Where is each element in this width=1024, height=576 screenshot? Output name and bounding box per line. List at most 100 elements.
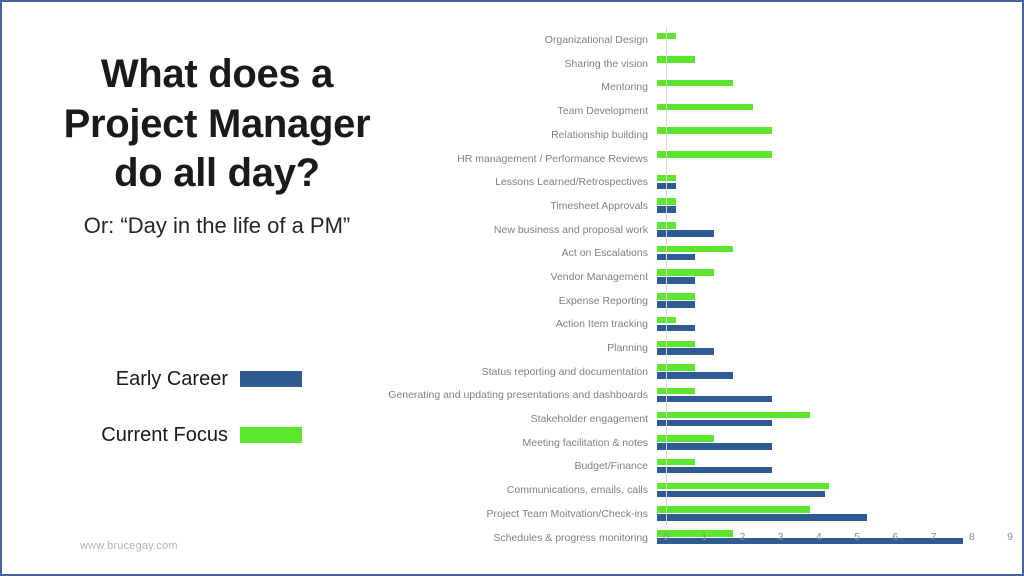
chart-bar-early-career bbox=[657, 395, 772, 403]
chart-category-row: Team Development bbox=[362, 100, 1010, 124]
chart-category-label: Team Development bbox=[557, 105, 648, 118]
chart-category-row: Lessons Learned/Retrospectives bbox=[362, 171, 1010, 195]
chart-category-row: Communications, emails, calls bbox=[362, 479, 1010, 503]
chart-bar-group bbox=[657, 479, 1010, 503]
chart-bar-group bbox=[657, 53, 1010, 77]
chart-category-label: Planning bbox=[607, 342, 648, 354]
legend-swatch-current-focus bbox=[240, 427, 302, 443]
chart-category-row: Vendor Management bbox=[362, 266, 1010, 290]
chart-bar-current-focus bbox=[657, 458, 696, 466]
chart-category-row: Action Item tracking bbox=[362, 313, 1010, 337]
chart-category-label: Status reporting and documentation bbox=[481, 365, 648, 378]
chart-bar-group bbox=[657, 76, 1010, 100]
chart-bar-group bbox=[657, 147, 1010, 171]
chart-category-row: Expense Reporting bbox=[362, 290, 1010, 314]
chart-category-row: Relationship building bbox=[362, 124, 1010, 148]
chart-category-row: New business and proposal work bbox=[362, 219, 1010, 243]
chart-bar-current-focus bbox=[657, 293, 696, 300]
chart-category-row: HR management / Performance Reviews bbox=[362, 147, 1010, 171]
chart-legend: Early Career Current Focus bbox=[2, 364, 302, 476]
chart-category-row: Status reporting and documentation bbox=[362, 361, 1010, 385]
chart-category-label: Mentoring bbox=[601, 81, 648, 94]
chart-bar-group bbox=[657, 219, 1010, 243]
slide-title-line-2: Project Manager bbox=[63, 101, 371, 146]
chart-bar-group bbox=[657, 313, 1010, 337]
chart-bar-current-focus bbox=[657, 269, 715, 276]
chart-bar-early-career bbox=[657, 301, 696, 308]
chart-category-label: New business and proposal work bbox=[493, 223, 648, 236]
chart-category-label: HR management / Performance Reviews bbox=[457, 152, 648, 165]
chart-category-label: Generating and updating presentations an… bbox=[388, 389, 648, 402]
chart-x-tick-label: 9 bbox=[1007, 531, 1013, 543]
chart-category-row: Stakeholder engagement bbox=[362, 408, 1010, 432]
chart-category-row: Organizational Design bbox=[362, 29, 1010, 53]
chart-bar-current-focus bbox=[657, 387, 696, 395]
chart-bar-current-focus bbox=[657, 340, 696, 348]
chart-bar-group bbox=[657, 29, 1010, 53]
chart-bar-current-focus bbox=[657, 127, 772, 134]
chart-bar-early-career bbox=[657, 490, 826, 498]
chart-category-label: Act on Escalations bbox=[561, 247, 648, 260]
slide-subtitle: Or: “Day in the life of a PM” bbox=[83, 212, 351, 238]
chart-bar-current-focus bbox=[657, 103, 753, 111]
chart-bar-group bbox=[657, 171, 1010, 195]
chart-x-axis: 0 1 2 3 4 5 6 7 8 9 bbox=[663, 527, 1013, 553]
chart-bar-current-focus bbox=[657, 79, 734, 87]
chart-x-tick-label: 4 bbox=[815, 531, 822, 543]
chart-bar-group bbox=[657, 266, 1010, 290]
chart-category-row: Budget/Finance bbox=[362, 455, 1010, 479]
legend-swatch-early-career bbox=[240, 371, 302, 387]
chart-x-tick-label: 2 bbox=[739, 531, 746, 543]
chart-x-tick-label: 3 bbox=[777, 531, 784, 543]
chart-bar-group bbox=[657, 432, 1010, 456]
chart-bar-early-career bbox=[657, 514, 868, 521]
chart-bar-early-career bbox=[657, 419, 772, 426]
chart-plot-area: Organizational Design Sharing the vision M… bbox=[362, 22, 1010, 545]
chart-bar-group bbox=[657, 408, 1010, 432]
chart-x-tick-label: 1 bbox=[701, 531, 708, 543]
chart-bar-group bbox=[657, 384, 1010, 408]
chart-bar-current-focus bbox=[657, 530, 734, 537]
chart-category-row: Sharing the vision bbox=[362, 53, 1010, 77]
chart-bar-early-career bbox=[657, 277, 696, 284]
chart-bar-group bbox=[657, 290, 1010, 314]
chart-x-tick-label: 5 bbox=[854, 531, 861, 543]
chart-category-label: Vendor Management bbox=[550, 270, 648, 283]
legend-label-current-focus: Current Focus bbox=[101, 423, 228, 446]
chart-bar-early-career bbox=[657, 348, 715, 355]
chart-bar-group bbox=[657, 455, 1010, 479]
chart-category-row: Act on Escalations bbox=[362, 242, 1010, 266]
chart-category-label: Communications, emails, calls bbox=[506, 484, 648, 497]
chart-bar-current-focus bbox=[657, 364, 696, 371]
chart-bar-current-focus bbox=[657, 506, 810, 513]
chart-category-row: Planning bbox=[362, 337, 1010, 361]
chart-bar-early-career bbox=[657, 253, 696, 261]
chart-bar-current-focus bbox=[657, 482, 829, 490]
chart-category-row: Project Team Moitvation/Check-ins bbox=[362, 503, 1010, 527]
chart-category-row: Timesheet Approvals bbox=[362, 195, 1010, 219]
chart-category-label: Lessons Learned/Retrospectives bbox=[495, 176, 648, 189]
chart-x-tick-label: 0 bbox=[663, 531, 669, 543]
left-panel: What does a Project Manager do all day? … bbox=[2, 2, 432, 574]
chart-category-label: Organizational Design bbox=[544, 34, 648, 47]
chart-value-axis-line bbox=[666, 27, 667, 525]
chart-bar-early-career bbox=[657, 466, 772, 474]
chart-bar-current-focus bbox=[657, 151, 772, 158]
footer-website-url: www.brucegay.com bbox=[80, 540, 178, 552]
legend-label-early-career: Early Career bbox=[115, 367, 228, 390]
chart-category-rows: Organizational Design Sharing the vision M… bbox=[362, 29, 1010, 550]
chart-category-label: Expense Reporting bbox=[558, 294, 648, 307]
chart-category-label: Timesheet Approvals bbox=[550, 199, 648, 212]
chart-category-label: Relationship building bbox=[551, 128, 648, 141]
chart-bar-group bbox=[657, 124, 1010, 148]
chart-category-label: Stakeholder engagement bbox=[530, 413, 648, 426]
chart-bar-group bbox=[657, 361, 1010, 385]
legend-item-early-career: Early Career bbox=[2, 364, 302, 394]
chart-bar-early-career bbox=[657, 324, 696, 332]
chart-bar-early-career bbox=[657, 372, 734, 379]
chart-bar-group bbox=[657, 526, 1010, 550]
chart-x-tick-label: 8 bbox=[968, 531, 975, 543]
chart-category-row: Mentoring bbox=[362, 76, 1010, 100]
chart-bar-current-focus bbox=[657, 245, 734, 253]
